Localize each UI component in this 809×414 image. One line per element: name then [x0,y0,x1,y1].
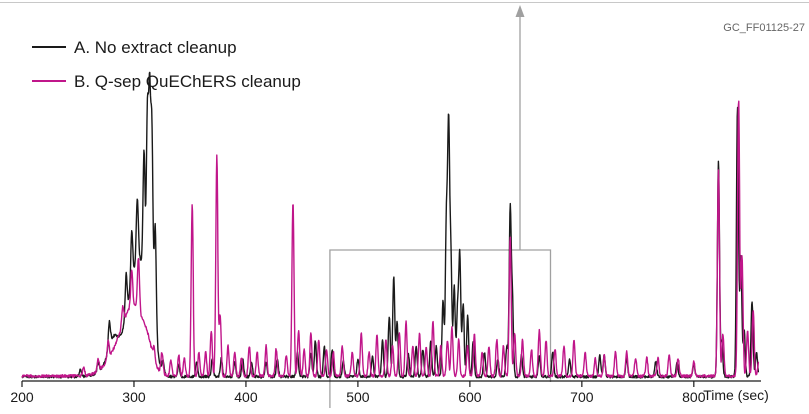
x-tick-label-700: 700 [570,389,594,405]
zoom-arrow-head [515,5,525,17]
x-tick-label-800: 800 [682,389,706,405]
zoom-box [329,249,552,382]
x-axis-ticks: 200 300 400 500 600 700 800 [10,381,706,405]
series-layer [21,71,760,379]
legend: A. No extract cleanup B. Q-sep QuEChERS … [32,38,301,91]
legend-label-series-a: A. No extract cleanup [74,38,237,57]
x-tick-label-400: 400 [234,389,258,405]
figure-code: GC_FF01125-27 [723,22,805,34]
x-tick-label-300: 300 [122,389,146,405]
series-line-b [21,100,760,379]
x-tick-label-500: 500 [346,389,370,405]
x-tick-label-200: 200 [10,389,34,405]
legend-label-series-b: B. Q-sep QuEChERS cleanup [74,72,301,91]
series-line-a [21,71,760,379]
zoom-annotation [329,5,552,408]
x-axis-title: Time (sec) [703,387,769,403]
x-tick-label-600: 600 [458,389,482,405]
